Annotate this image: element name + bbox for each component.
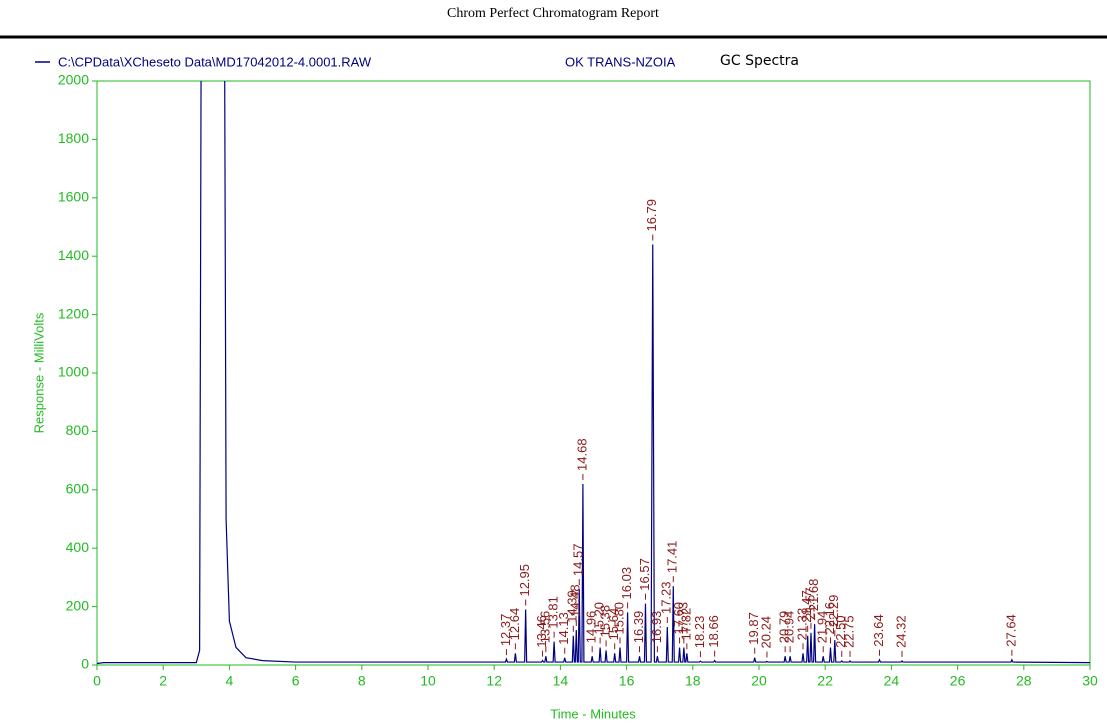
peak-label: 22.29 [826, 595, 841, 628]
x-axis-label: Time - Minutes [550, 706, 636, 721]
x-tick-label: 0 [93, 673, 101, 689]
peak-label: 17.41 [665, 541, 680, 574]
peak-label: 15.80 [611, 602, 626, 635]
subtitle: OK TRANS-NZOIA [565, 54, 676, 69]
peak-label: 13.46 [534, 615, 549, 648]
peak-label: 14.96 [584, 611, 599, 644]
peak-label: 17.73 [675, 602, 690, 635]
y-tick-label: 2000 [58, 72, 89, 88]
x-tick-label: 2 [159, 673, 167, 689]
peak-label: 15.38 [598, 605, 613, 638]
x-tick-label: 30 [1082, 673, 1098, 689]
y-tick-label: 1000 [58, 364, 89, 380]
x-tick-label: 16 [619, 673, 635, 689]
peak-label: 14.57 [571, 544, 586, 577]
y-tick-label: 1800 [58, 130, 89, 146]
peak-label: 17.82 [678, 608, 693, 641]
y-tick-label: 800 [66, 422, 90, 438]
peak-label: 16.79 [644, 199, 659, 232]
x-tick-label: 6 [292, 673, 300, 689]
peak-label: 15.64 [606, 608, 621, 641]
peak-label: 17.23 [659, 581, 674, 614]
y-tick-label: 1400 [58, 247, 89, 263]
peak-label: 21.94 [815, 611, 830, 644]
peak-label: 17.60 [671, 602, 686, 635]
peak-label: 13.56 [537, 611, 552, 644]
peak-label: 14.68 [574, 438, 589, 471]
peak-label: 21.57 [802, 587, 817, 620]
y-tick-label: 0 [81, 656, 89, 672]
x-tick-label: 4 [226, 673, 234, 689]
peak-label: 20.94 [782, 611, 797, 644]
x-tick-label: 20 [751, 673, 767, 689]
x-tick-label: 24 [884, 673, 900, 689]
x-tick-label: 28 [1016, 673, 1032, 689]
x-tick-label: 26 [950, 673, 966, 689]
peak-label: 15.20 [592, 602, 607, 635]
peak-label: 24.32 [893, 615, 908, 648]
peak-label: 14.13 [556, 612, 571, 645]
annotation: GC Spectra [720, 53, 799, 69]
peak-label: 16.03 [619, 567, 634, 600]
trace-line [97, 81, 1090, 665]
peak-label: 12.64 [507, 608, 522, 641]
x-tick-label: 12 [486, 673, 502, 689]
peak-label: 14.39 [565, 590, 580, 623]
peak-label: 16.39 [631, 611, 646, 644]
peak-label: 21.47 [799, 590, 814, 623]
peak-label: 12.95 [517, 564, 532, 597]
y-tick-label: 400 [66, 539, 90, 555]
peak-label: 21.33 [794, 608, 809, 641]
peak-label: 21.68 [806, 579, 821, 612]
legend-label: C:\CPData\XCheseto Data\MD17042012-4.000… [58, 54, 372, 69]
plot-area [97, 81, 1090, 665]
x-tick-label: 10 [420, 673, 436, 689]
peak-label: 20.79 [777, 611, 792, 644]
peak-label: 23.64 [871, 614, 886, 647]
plot-frame [96, 80, 1091, 666]
peak-label: 27.64 [1003, 614, 1018, 647]
chart-title: Chrom Perfect Chromatogram Report [447, 6, 659, 21]
x-tick-label: 8 [358, 673, 366, 689]
peak-label: 22.16 [822, 602, 837, 635]
peak-label: 22.75 [841, 615, 856, 648]
peak-label: 14.48 [568, 584, 583, 617]
x-tick-label: 18 [685, 673, 701, 689]
peak-label: 19.87 [746, 612, 761, 645]
x-tick-label: 22 [817, 673, 833, 689]
x-tick-label: 14 [553, 673, 569, 689]
peak-label: 22.50 [833, 615, 848, 648]
peak-label: 16.57 [637, 558, 652, 591]
peak-label: 18.23 [692, 616, 707, 649]
y-tick-label: 1200 [58, 305, 89, 321]
peak-label: 20.24 [758, 616, 773, 649]
peak-label: 12.37 [498, 614, 513, 647]
peak-label: 16.93 [649, 611, 664, 644]
y-tick-label: 1600 [58, 189, 89, 205]
y-tick-label: 600 [66, 481, 90, 497]
peak-label: 18.66 [706, 615, 721, 648]
y-tick-label: 200 [66, 597, 90, 613]
peak-label: 13.81 [546, 596, 561, 629]
y-axis-label: Response - MilliVolts [31, 312, 46, 433]
